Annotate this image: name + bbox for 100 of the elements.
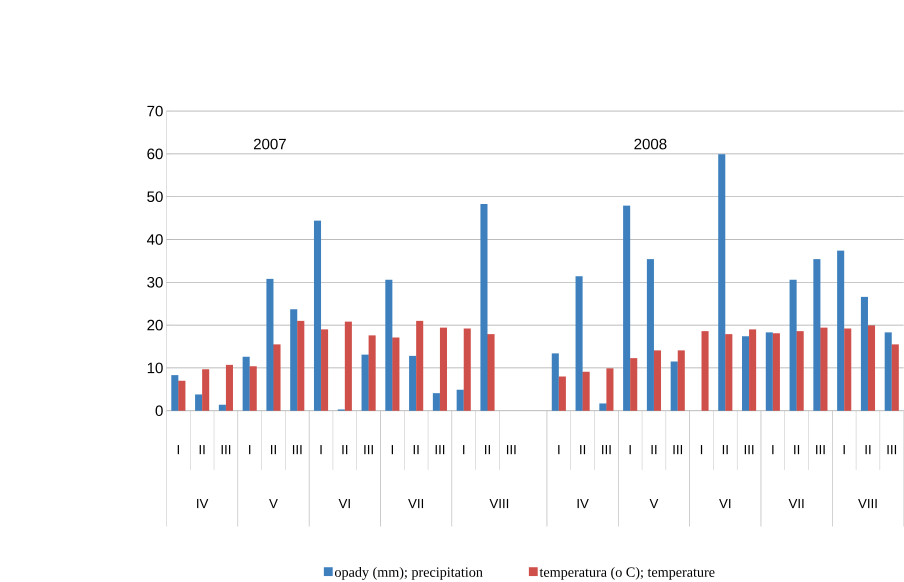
bar [576,276,583,411]
bar [630,358,638,411]
x-tick-label: II [271,445,276,454]
x-tick-label: III [673,445,682,454]
bar [766,332,773,411]
bar [392,338,400,411]
bar [552,354,559,411]
bar [599,404,606,411]
bar [290,309,298,411]
x-tick-label: I [558,445,560,454]
x-tick-label: I [700,445,702,454]
y-tick-label: 0 [156,406,163,416]
text: VIII [489,499,508,508]
bar [582,372,590,411]
bar [884,332,892,411]
x-tick-label: III [292,445,302,454]
bar [678,350,685,411]
y-tick-label: 40 [146,234,163,246]
bar [796,331,804,411]
bar [623,206,630,411]
x-tick-label: III [887,445,896,454]
x-tick-label: III [222,445,230,454]
bar [790,280,797,411]
bar [273,344,281,411]
text: VI [719,499,730,508]
bar [718,154,726,411]
bar [749,330,756,411]
x-tick-label: I [178,445,179,454]
x-tick-label: I [463,445,464,454]
bar [558,376,566,411]
text: V [650,499,658,508]
x-tick-label: II [342,445,348,454]
x-tick-label: II [485,445,490,454]
bar [742,336,750,411]
bar [314,220,322,411]
x-tick-label: II [651,445,656,454]
y-tick-label: 60 [147,148,163,160]
y-tick-label: 10 [148,362,163,374]
bar [464,328,471,411]
x-tick-label: I [249,445,250,454]
x-tick-label: II [200,445,205,454]
bar [813,259,820,411]
bar [670,362,678,411]
x-tick-label: III [816,445,825,454]
bar [218,404,226,411]
text: V [269,499,278,508]
bar [480,204,488,411]
bar [772,333,780,411]
bar [440,328,448,411]
y-tick-label: 30 [147,277,163,288]
x-tick-label: I [772,445,774,454]
bar [409,356,416,411]
y-tick-label: 50 [147,192,163,202]
bar [702,331,709,411]
bar [860,297,868,411]
x-tick-label: II [794,445,800,454]
bar [456,390,464,411]
bar [362,354,369,411]
bar [844,328,852,411]
x-tick-label: I [630,445,631,454]
x-tick-label: II [866,445,870,454]
x-tick-label: III [436,445,444,454]
bar [488,334,495,411]
bar [892,344,899,411]
bar [344,322,352,411]
bar [725,334,732,411]
bar [178,380,186,411]
y-tick-label: 70 [147,106,163,117]
bar [646,259,654,411]
x-tick-label: II [414,445,419,454]
bar [416,321,424,411]
bar [820,328,828,411]
bar [385,280,392,411]
x-tick-label: I [392,445,393,454]
x-tick-label: I [320,445,322,454]
bar [171,375,178,411]
annotation: 2007 [254,138,286,150]
bar [432,393,440,411]
text: VI [338,499,350,508]
bar [321,330,328,411]
bar [837,250,844,411]
x-tick-label: II [580,445,586,454]
x-tick-label: III [602,445,611,454]
bar [266,279,274,411]
bar [368,336,376,411]
text: VII [788,499,804,508]
bar [202,369,210,411]
text: IV [578,499,589,508]
x-tick-label: III [364,445,373,454]
bar [654,350,662,411]
legend-label: opady (mm); precipitation [334,567,483,580]
bar [242,356,250,411]
text: VIII [858,499,877,508]
bar [606,368,614,411]
x-tick-label: II [722,445,728,454]
legend-label: temperatura (o C); temperature [540,567,715,580]
bar [297,321,304,411]
bar [250,366,257,411]
text: IV [197,499,208,508]
x-tick-label: III [506,445,516,454]
